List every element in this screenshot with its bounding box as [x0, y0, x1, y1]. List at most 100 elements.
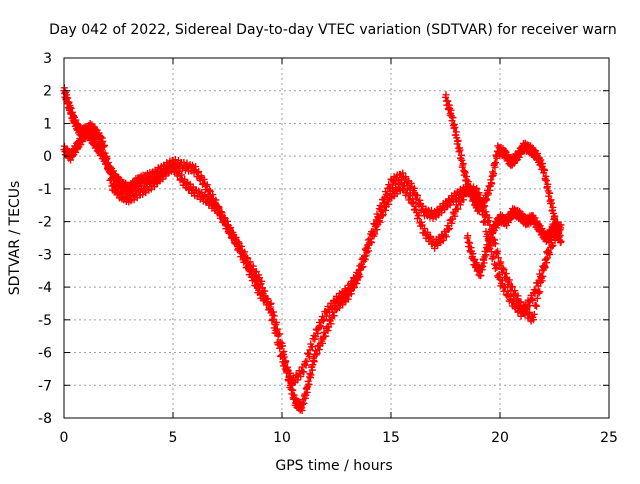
axis-ticks: 0 5 10 15 20 25 -8 -7 -6 -5 -4 -3 -2 -1 0 1 2 3 — [38, 51, 618, 446]
x-tick-label: 10 — [273, 430, 291, 446]
data-point — [507, 292, 515, 300]
series-track-d — [463, 205, 563, 280]
data-point — [532, 301, 540, 309]
grid-lines — [64, 58, 609, 418]
data-point — [273, 325, 281, 333]
data-point — [451, 212, 459, 220]
data-point — [354, 269, 362, 277]
data-point — [324, 327, 332, 335]
data-point — [534, 149, 542, 157]
data-point — [322, 332, 330, 340]
data-point — [329, 308, 337, 316]
data-point — [393, 190, 401, 198]
data-point — [284, 367, 292, 375]
data-point — [512, 157, 520, 165]
data-point — [476, 194, 484, 202]
data-point — [322, 312, 330, 320]
data-point — [303, 357, 311, 365]
data-point — [300, 399, 308, 407]
data-point — [410, 198, 418, 206]
data-point — [473, 260, 481, 268]
data-point — [449, 114, 457, 122]
data-point — [352, 275, 360, 283]
data-point — [185, 185, 193, 193]
data-point — [464, 178, 472, 186]
data-point — [548, 242, 556, 250]
data-point — [354, 276, 362, 284]
data-point — [373, 226, 381, 234]
data-point — [481, 218, 489, 226]
data-point — [313, 350, 321, 358]
data-point — [107, 175, 115, 183]
data-point — [488, 180, 496, 188]
data-point — [498, 277, 506, 285]
data-point — [418, 221, 426, 229]
data-point — [244, 260, 252, 268]
data-point — [489, 253, 497, 261]
data-point — [466, 184, 474, 192]
data-point — [224, 217, 231, 225]
data-point — [212, 201, 220, 209]
data-point — [448, 219, 456, 227]
data-points — [60, 84, 565, 414]
data-point — [504, 287, 512, 295]
data-point — [490, 252, 498, 260]
data-point — [97, 133, 105, 141]
data-point — [215, 204, 223, 212]
data-point — [232, 236, 240, 244]
data-point — [493, 154, 501, 162]
data-point — [501, 147, 509, 155]
data-point — [312, 351, 320, 359]
data-point — [67, 156, 75, 164]
data-point — [227, 224, 235, 232]
data-point — [273, 318, 281, 326]
data-point — [319, 317, 327, 325]
x-tick-label: 0 — [60, 430, 69, 446]
data-point — [442, 91, 450, 99]
data-point — [546, 189, 554, 197]
data-point — [529, 296, 537, 304]
x-tick-label: 5 — [169, 430, 178, 446]
data-point — [494, 254, 502, 262]
data-point — [287, 379, 295, 387]
data-point — [371, 230, 379, 238]
data-point — [309, 361, 317, 369]
data-point — [353, 280, 361, 288]
data-point — [182, 163, 190, 171]
data-point — [218, 209, 226, 217]
data-point — [230, 231, 238, 239]
data-point — [307, 371, 315, 379]
data-point — [469, 250, 477, 258]
data-point — [444, 97, 452, 105]
data-point — [127, 197, 135, 205]
data-point — [270, 312, 278, 320]
data-point — [459, 196, 467, 204]
data-point — [487, 248, 495, 256]
data-point — [483, 196, 491, 204]
data-point — [368, 239, 376, 247]
data-point — [459, 160, 467, 168]
y-tick-label: -5 — [38, 313, 52, 329]
data-point — [195, 168, 203, 176]
data-point — [517, 312, 525, 320]
data-point — [399, 169, 407, 177]
data-point — [530, 286, 538, 294]
data-point — [318, 339, 326, 347]
data-point — [495, 270, 503, 278]
data-point — [249, 272, 257, 280]
y-tick-label: -6 — [38, 346, 52, 362]
data-point — [250, 274, 258, 282]
data-point — [500, 266, 508, 274]
data-point — [420, 225, 428, 233]
data-point — [359, 263, 367, 271]
data-point — [551, 212, 559, 220]
data-point — [473, 184, 481, 192]
data-point — [167, 162, 175, 170]
data-point — [549, 203, 557, 211]
data-point — [454, 205, 462, 213]
data-point — [463, 176, 471, 184]
data-point — [540, 264, 548, 272]
data-point — [458, 156, 466, 164]
data-point — [471, 195, 479, 203]
